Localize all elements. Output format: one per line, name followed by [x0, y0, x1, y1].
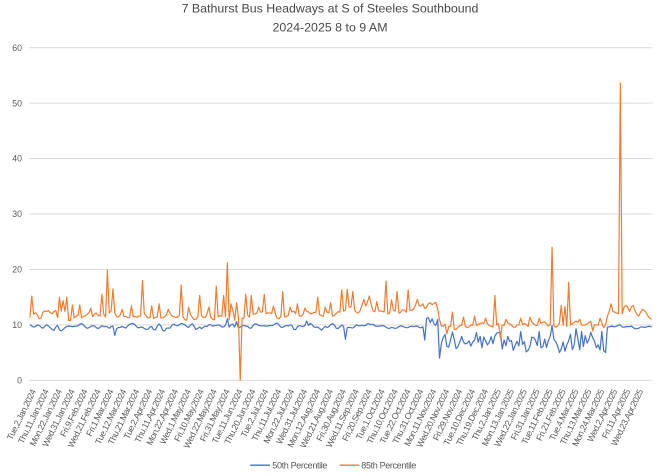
- svg-text:85th Percentile: 85th Percentile: [361, 461, 416, 471]
- svg-text:40: 40: [12, 154, 22, 164]
- svg-text:7 Bathurst Bus Headways at S o: 7 Bathurst Bus Headways at S of Steeles …: [182, 2, 479, 16]
- svg-text:50: 50: [12, 98, 22, 108]
- svg-text:50th Percentile: 50th Percentile: [272, 461, 327, 471]
- svg-text:2024-2025 8 to 9 AM: 2024-2025 8 to 9 AM: [272, 21, 387, 35]
- svg-text:20: 20: [12, 265, 22, 275]
- svg-text:10: 10: [12, 320, 22, 330]
- svg-text:60: 60: [12, 43, 22, 53]
- svg-text:30: 30: [12, 209, 22, 219]
- svg-text:0: 0: [17, 375, 22, 385]
